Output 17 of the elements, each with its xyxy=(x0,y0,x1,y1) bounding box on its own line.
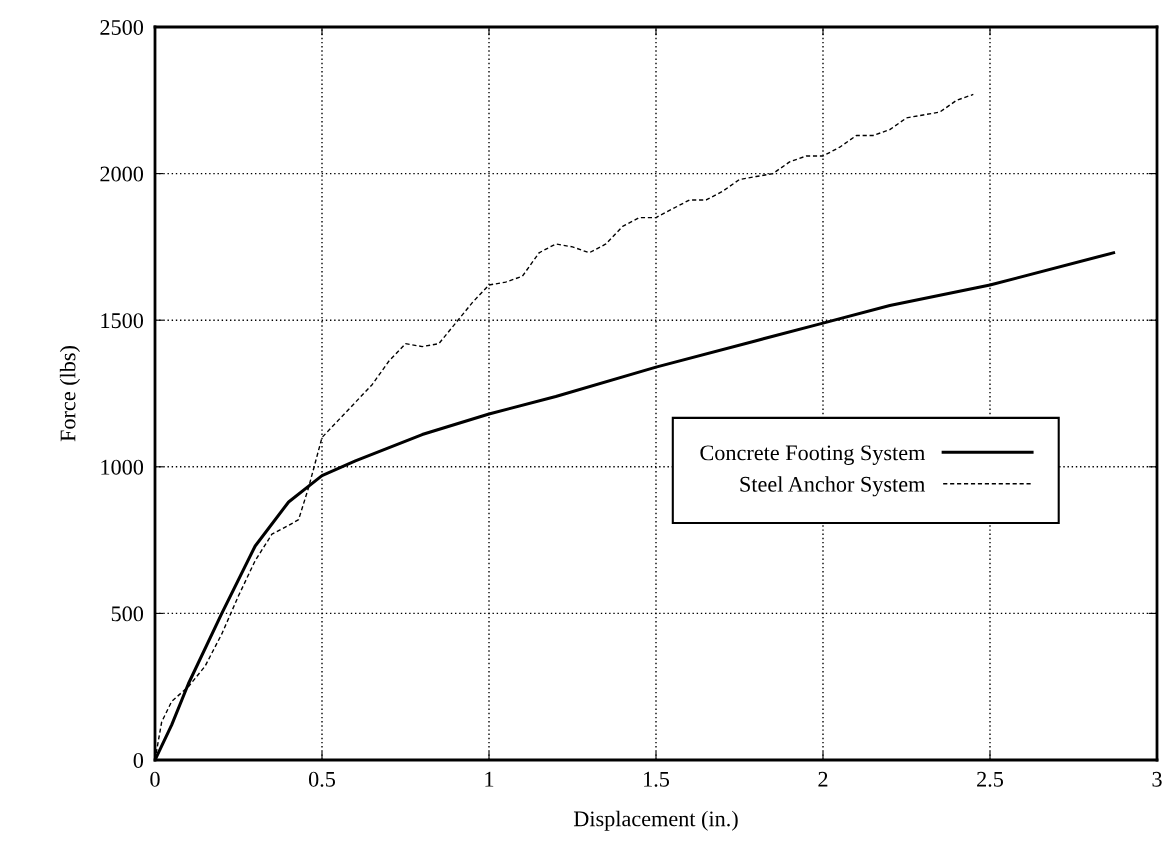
y-tick-label: 500 xyxy=(111,606,144,622)
y-tick-label: 1500 xyxy=(101,313,144,329)
y-tick-label: 1000 xyxy=(101,459,144,475)
x-tick-label: 1.5 xyxy=(644,771,670,787)
y-tick-label: 0 xyxy=(133,752,144,768)
x-tick-label: 1 xyxy=(485,771,494,787)
x-tick-label: 3 xyxy=(1152,771,1162,787)
y-tick-label: 2000 xyxy=(100,166,144,182)
legend-label: Concrete Footing System xyxy=(700,445,926,465)
x-axis-title: Displacement (in.) xyxy=(573,810,738,831)
x-tick-label: 0 xyxy=(150,771,160,787)
x-tick-label: 0.5 xyxy=(308,771,336,787)
y-tick-label: 2500 xyxy=(100,19,144,35)
legend-label: Steel Anchor System xyxy=(740,476,926,497)
y-axis-title: Force (lbs) xyxy=(59,346,80,442)
x-tick-label: 2 xyxy=(818,771,828,787)
x-tick-label: 2.5 xyxy=(977,771,1004,787)
